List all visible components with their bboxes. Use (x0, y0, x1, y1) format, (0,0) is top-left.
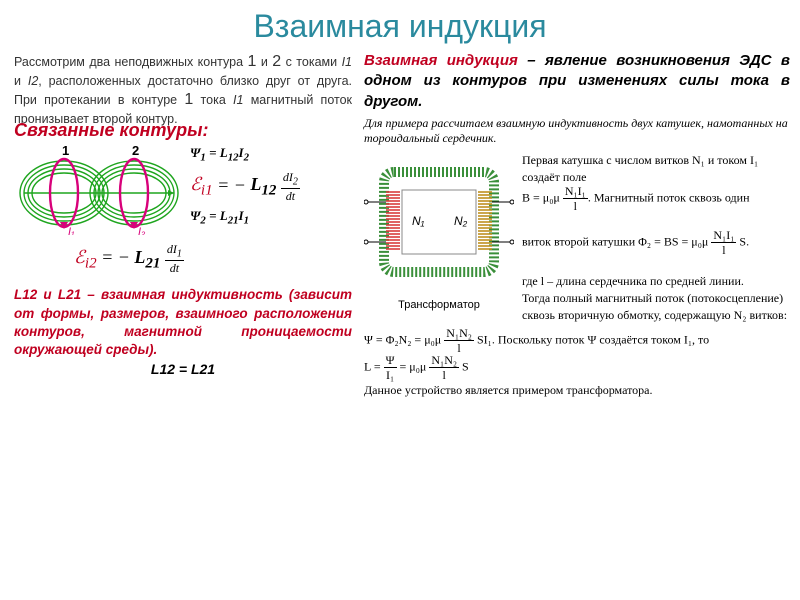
svg-text:2: 2 (132, 145, 139, 158)
intro-text: Рассмотрим два неподвижных контура 1 и 2… (14, 51, 352, 128)
equation-stack: Ψ1 = L12I2 ℰi1 = − L12 dI2dt Ψ2 = L21I1 (190, 145, 300, 228)
right-column: Взаимная индукция – явление возникновени… (360, 51, 800, 399)
inductance-note: L12 и L21 – взаимная индуктивность (зави… (14, 286, 352, 359)
example-intro: Для примера рассчитаем взаимную индуктив… (364, 116, 790, 146)
example-body-2: Ψ = Φ₂N₂ = μ₀μ N₁N₂l SI₁. Поскольку пото… (364, 327, 790, 399)
equation-emf2: ℰi2 = − L21 dI1dt (74, 237, 352, 280)
left-column: Рассмотрим два неподвижных контура 1 и 2… (0, 51, 360, 399)
inductance-equality: L12 = L21 (14, 361, 352, 377)
svg-text:I₂: I₂ (138, 226, 146, 235)
svg-text:1: 1 (62, 145, 69, 158)
svg-text:N₁: N₁ (412, 214, 425, 228)
definition: Взаимная индукция – явление возникновени… (364, 51, 790, 112)
svg-text:N₂: N₂ (454, 214, 468, 228)
example-body-1: Первая катушка с числом витков N₁ и токо… (522, 152, 790, 324)
linked-coils-diagram: I₁ I₂ 1 2 (14, 145, 184, 235)
transformer-label: Трансформатор (364, 299, 514, 311)
subtitle: Связанные контуры: (14, 120, 352, 141)
svg-text:I₁: I₁ (68, 226, 75, 235)
page-title: Взаимная индукция (0, 0, 800, 51)
transformer-diagram: N₁ N₂ (364, 152, 514, 292)
